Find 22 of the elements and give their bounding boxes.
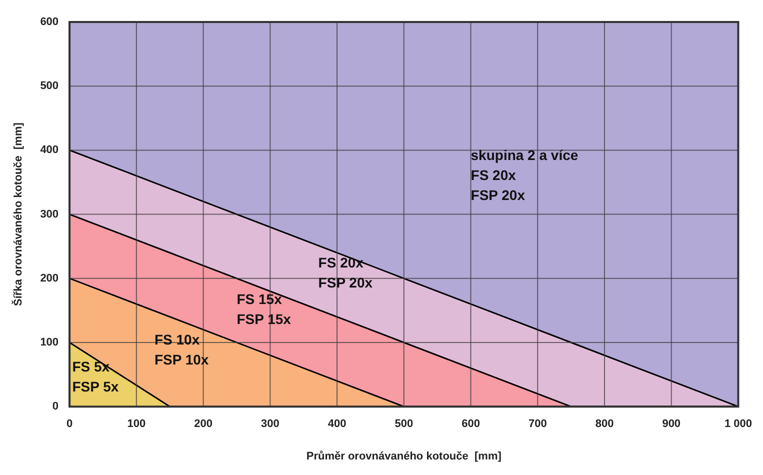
x-tick-label: 700 [528,418,547,430]
x-tick-label: 400 [328,418,346,430]
y-tick-label: 500 [40,80,59,92]
y-tick-label: 400 [40,144,59,156]
x-tick-label: 500 [394,418,414,430]
x-tick-label: 300 [260,418,280,430]
x-tick-label: 900 [662,418,681,430]
x-tick-label: 0 [66,418,73,430]
x-tick-label: 200 [194,418,212,430]
y-tick-label: 0 [52,400,59,413]
annotation: skupina 2 a více FS 20x FSP 20x [470,146,578,203]
y-tick-label: 300 [40,208,59,220]
y-tick-label: 200 [40,272,59,284]
y-tick-label: 600 [40,16,59,28]
x-tick-label: 600 [462,418,480,430]
y-tick-label: 100 [40,336,59,349]
x-tick-label: 100 [127,418,146,430]
x-axis-title: Průměr orovnávaného kotouče [mm] [306,450,502,462]
x-tick-label: 800 [595,418,614,430]
x-tick-label: 1 000 [724,418,752,430]
y-axis-title: Šířka orovnávaného kotouče [mm] [12,122,25,306]
annotation: FS 5x FSP 5x [72,358,119,394]
